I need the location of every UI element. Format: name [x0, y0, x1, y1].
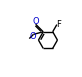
Text: F: F	[56, 20, 61, 29]
Text: O: O	[33, 17, 39, 26]
Text: O: O	[30, 32, 36, 41]
